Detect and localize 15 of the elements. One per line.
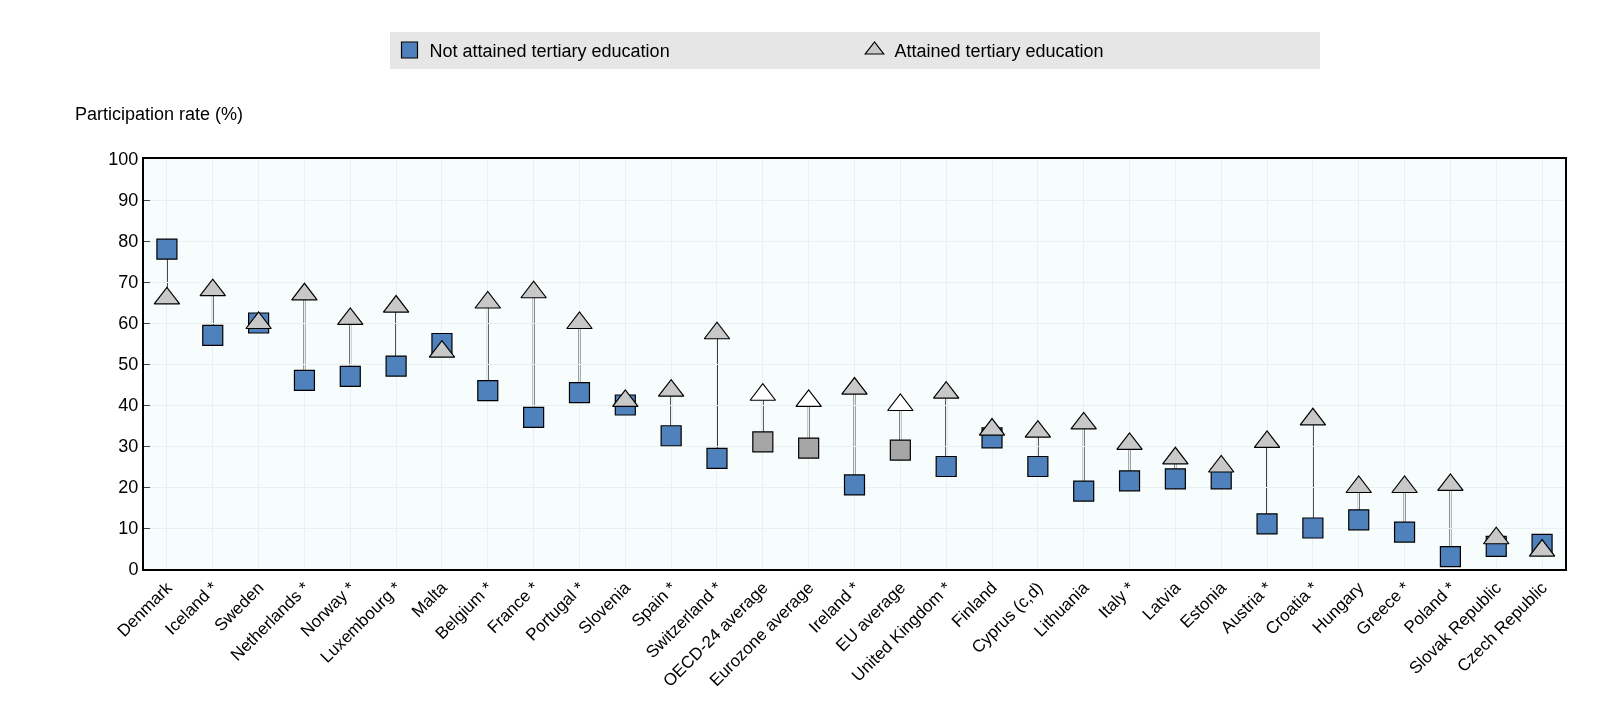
legend-label: Not attained tertiary education [429,41,670,62]
y-tick-label: 90 [118,190,139,211]
y-tick-label: 50 [118,354,139,375]
y-tick-label: 100 [108,149,139,170]
y-tick-label: 30 [118,436,139,457]
y-axis-title: Participation rate (%) [75,104,244,124]
legend-label: Attained tertiary education [894,41,1104,62]
y-tick-label: 40 [118,395,139,416]
y-tick-label: 20 [118,477,139,498]
x-tick-label: Italy * [1094,578,1139,622]
y-tick-label: 80 [118,231,139,252]
y-tick-label: 0 [128,559,139,580]
y-tick-label: 70 [118,272,139,293]
y-tick-label: 60 [118,313,139,334]
y-tick-label: 10 [118,518,139,539]
